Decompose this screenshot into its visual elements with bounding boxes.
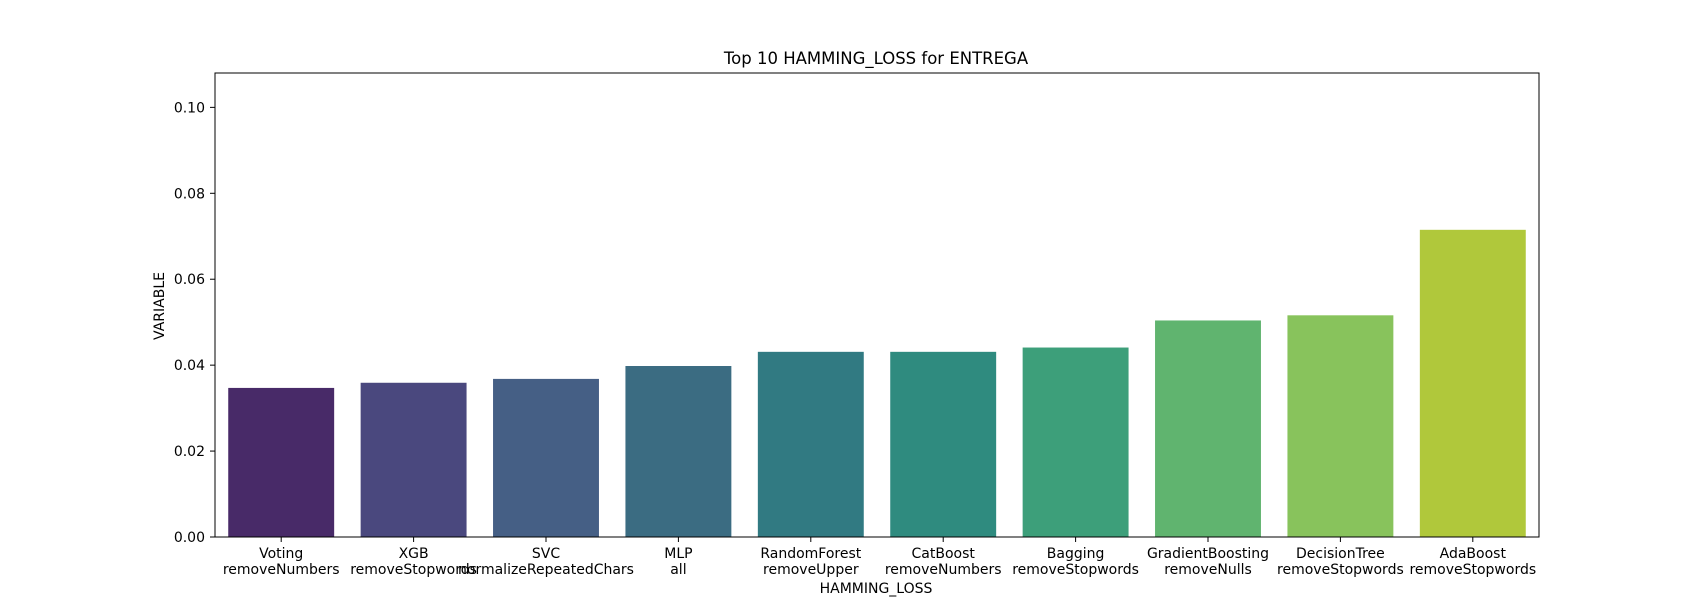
y-tick-label: 0.02	[174, 444, 205, 460]
x-tick-label: removeUpper	[763, 562, 859, 578]
bar-gradientboosting	[1155, 320, 1261, 537]
bar-voting	[228, 387, 335, 537]
x-tick-label: removeStopwords	[1277, 562, 1404, 578]
x-tick-label: normalizeRepeatedChars	[458, 562, 634, 578]
y-tick-label: 0.08	[174, 186, 205, 202]
x-axis-label: HAMMING_LOSS	[820, 581, 933, 597]
y-tick-label: 0.04	[174, 358, 205, 374]
plot-frame-layer	[214, 72, 1540, 538]
bar-mlp	[625, 366, 732, 537]
x-tick-label: XGB	[399, 546, 429, 562]
x-tick-label: SVC	[532, 546, 560, 562]
x-tick-label: RandomForest	[760, 546, 861, 562]
x-tick-label: AdaBoost	[1440, 546, 1507, 562]
chart-title: Top 10 HAMMING_LOSS for ENTREGA	[723, 49, 1029, 69]
bar-decisiontree	[1287, 315, 1394, 537]
x-tick-label: CatBoost	[912, 546, 976, 562]
y-tick-label: 0.10	[174, 100, 205, 116]
bar-randomforest	[757, 351, 864, 537]
x-tick-label: removeNulls	[1164, 562, 1252, 578]
x-axis: VotingremoveNumbersXGBremoveStopwordsSVC…	[223, 537, 1536, 578]
x-tick-label: GradientBoosting	[1147, 546, 1269, 562]
x-tick-label: DecisionTree	[1296, 546, 1385, 562]
x-tick-label: MLP	[664, 546, 692, 562]
bar-svc	[493, 378, 599, 537]
x-tick-label: Bagging	[1047, 546, 1105, 562]
x-tick-label: removeStopwords	[1409, 562, 1536, 578]
x-tick-label: all	[670, 562, 686, 578]
y-axis: 0.00 0.02 0.04 0.06 0.08 0.10	[174, 100, 215, 546]
plot-frame	[214, 72, 1540, 538]
bars-layer	[228, 229, 1526, 537]
bar-xgb	[360, 382, 467, 537]
x-tick-label: removeNumbers	[885, 562, 1002, 578]
bar-adaboost	[1419, 229, 1526, 537]
x-tick-label: removeNumbers	[223, 562, 340, 578]
y-tick-label: 0.00	[174, 530, 205, 546]
x-tick-label: removeStopwords	[1012, 562, 1139, 578]
y-tick-label: 0.06	[174, 272, 205, 288]
x-tick-label: Voting	[259, 546, 303, 562]
bar-catboost	[890, 351, 997, 537]
y-axis-label: VARIABLE	[152, 272, 168, 340]
bar-bagging	[1022, 347, 1129, 537]
x-tick-label: removeStopwords	[350, 562, 477, 578]
